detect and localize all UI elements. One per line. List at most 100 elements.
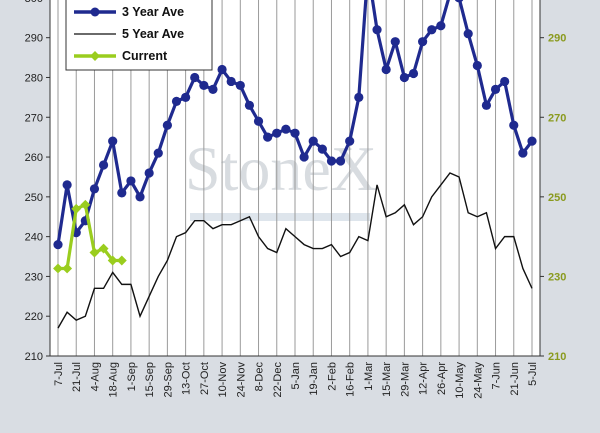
series-line-5-year-ave <box>57 172 533 329</box>
y-tick-label: 290 <box>25 33 43 45</box>
data-point-3-year-ave <box>153 148 163 158</box>
data-point-3-year-ave <box>372 25 382 35</box>
data-point-current <box>71 203 82 214</box>
x-tick-label: 21-Jul <box>71 362 83 392</box>
x-tick-label: 13-Oct <box>181 362 193 395</box>
data-point-3-year-ave <box>226 76 236 87</box>
y2-tick-label: 270 <box>548 112 566 124</box>
x-tick-label: 24-Nov <box>235 362 247 398</box>
x-tick-label: 27-Oct <box>199 362 211 395</box>
data-point-3-year-ave <box>299 152 309 162</box>
data-point-3-year-ave <box>117 188 127 198</box>
data-point-3-year-ave <box>317 144 327 154</box>
x-axis: 7-Jul 21-Jul 4-Aug 18-Aug 1-Sep 15-Sep 29-Sep 1… <box>53 362 539 399</box>
data-point-3-year-ave <box>408 68 419 79</box>
data-point-3-year-ave <box>235 80 245 91</box>
x-tick-label: 29-Mar <box>399 362 411 397</box>
data-point-3-year-ave <box>126 176 136 186</box>
data-point-3-year-ave <box>190 72 200 83</box>
data-point-3-year-ave <box>509 120 519 130</box>
legend-label-3yr: 3 Year Ave <box>122 5 184 19</box>
x-tick-label: 29-Sep <box>162 362 174 397</box>
y2-tick-label: 250 <box>548 192 566 204</box>
legend: 3 Year Ave 5 Year Ave Current <box>65 0 213 71</box>
x-tick-label: 22-Dec <box>272 362 284 398</box>
legend-marker-current <box>90 51 100 61</box>
data-point-3-year-ave <box>418 37 428 47</box>
x-tick-label: 15-Sep <box>144 362 156 397</box>
y-tick-label: 240 <box>25 232 43 244</box>
x-tick-label: 4-Aug <box>89 362 101 391</box>
x-tick-label: 10-May <box>454 362 466 399</box>
y-tick-label: 210 <box>25 351 43 363</box>
y-tick-label: 260 <box>25 152 43 164</box>
x-tick-label: 5-Jan <box>290 362 302 390</box>
data-point-current <box>80 199 91 210</box>
data-point-3-year-ave <box>263 132 273 142</box>
data-point-3-year-ave <box>53 239 63 250</box>
data-point-3-year-ave <box>253 116 264 126</box>
data-point-3-year-ave <box>527 136 537 146</box>
x-tick-label: 2-Feb <box>326 362 338 391</box>
watermark-bar <box>190 213 370 221</box>
data-point-3-year-ave <box>108 136 118 146</box>
y-tick-label: 270 <box>25 112 43 124</box>
data-point-3-year-ave <box>290 128 300 138</box>
data-point-current <box>89 247 100 258</box>
x-tick-label: 24-May <box>472 362 484 399</box>
data-point-3-year-ave <box>272 128 282 138</box>
y2-tick-label: 230 <box>548 271 566 283</box>
x-tick-label: 5-Jul <box>527 362 539 386</box>
data-point-3-year-ave <box>436 21 446 31</box>
y-tick-label: 220 <box>25 311 43 323</box>
data-point-3-year-ave <box>335 156 346 166</box>
series-current <box>53 199 127 274</box>
data-point-3-year-ave <box>463 29 473 39</box>
x-tick-label: 19-Jan <box>308 362 320 396</box>
data-point-3-year-ave <box>281 124 291 134</box>
data-point-3-year-ave <box>490 84 501 95</box>
legend-label-current: Current <box>122 49 168 63</box>
legend-marker-3yr <box>90 7 100 17</box>
y-axis-left: 210 220 230 240 250 260 270 280 290 300 <box>25 0 50 363</box>
data-point-current <box>98 243 109 254</box>
x-tick-label: 26-Apr <box>436 362 448 395</box>
y2-tick-label: 290 <box>548 33 566 45</box>
data-point-3-year-ave <box>345 136 355 146</box>
x-tick-label: 1-Mar <box>363 362 375 391</box>
data-point-3-year-ave <box>518 148 528 158</box>
data-point-3-year-ave <box>326 156 337 166</box>
x-tick-label: 12-Apr <box>418 362 430 395</box>
data-point-3-year-ave <box>390 37 400 47</box>
x-tick-label: 16-Feb <box>345 362 357 397</box>
y2-tick-label: 210 <box>548 351 566 363</box>
y-tick-label: 230 <box>25 271 43 283</box>
data-point-3-year-ave <box>208 84 218 95</box>
x-tick-label: 18-Aug <box>108 362 120 397</box>
legend-label-5yr: 5 Year Ave <box>122 27 184 41</box>
data-point-3-year-ave <box>135 192 145 202</box>
data-point-3-year-ave <box>381 64 391 75</box>
data-point-3-year-ave <box>89 184 100 194</box>
x-tick-label: 7-Jun <box>491 362 503 390</box>
x-tick-label: 8-Dec <box>254 362 266 392</box>
data-point-3-year-ave <box>454 0 464 3</box>
data-point-3-year-ave <box>144 168 154 178</box>
data-point-3-year-ave <box>62 180 72 190</box>
data-point-3-year-ave <box>171 96 182 106</box>
data-point-3-year-ave <box>217 64 227 75</box>
data-point-3-year-ave <box>308 136 318 146</box>
y-tick-label: 280 <box>25 72 43 84</box>
x-tick-label: 10-Nov <box>217 362 229 398</box>
x-tick-label: 7-Jul <box>53 362 65 386</box>
data-point-3-year-ave <box>354 92 364 102</box>
y-tick-label: 250 <box>25 192 43 204</box>
data-point-3-year-ave <box>244 100 255 110</box>
y-axis-right: 210 230 250 270 290 <box>540 33 566 363</box>
y-tick-label: 300 <box>25 0 43 5</box>
data-point-3-year-ave <box>98 160 109 170</box>
data-point-3-year-ave <box>181 92 191 102</box>
data-point-3-year-ave <box>427 25 437 35</box>
